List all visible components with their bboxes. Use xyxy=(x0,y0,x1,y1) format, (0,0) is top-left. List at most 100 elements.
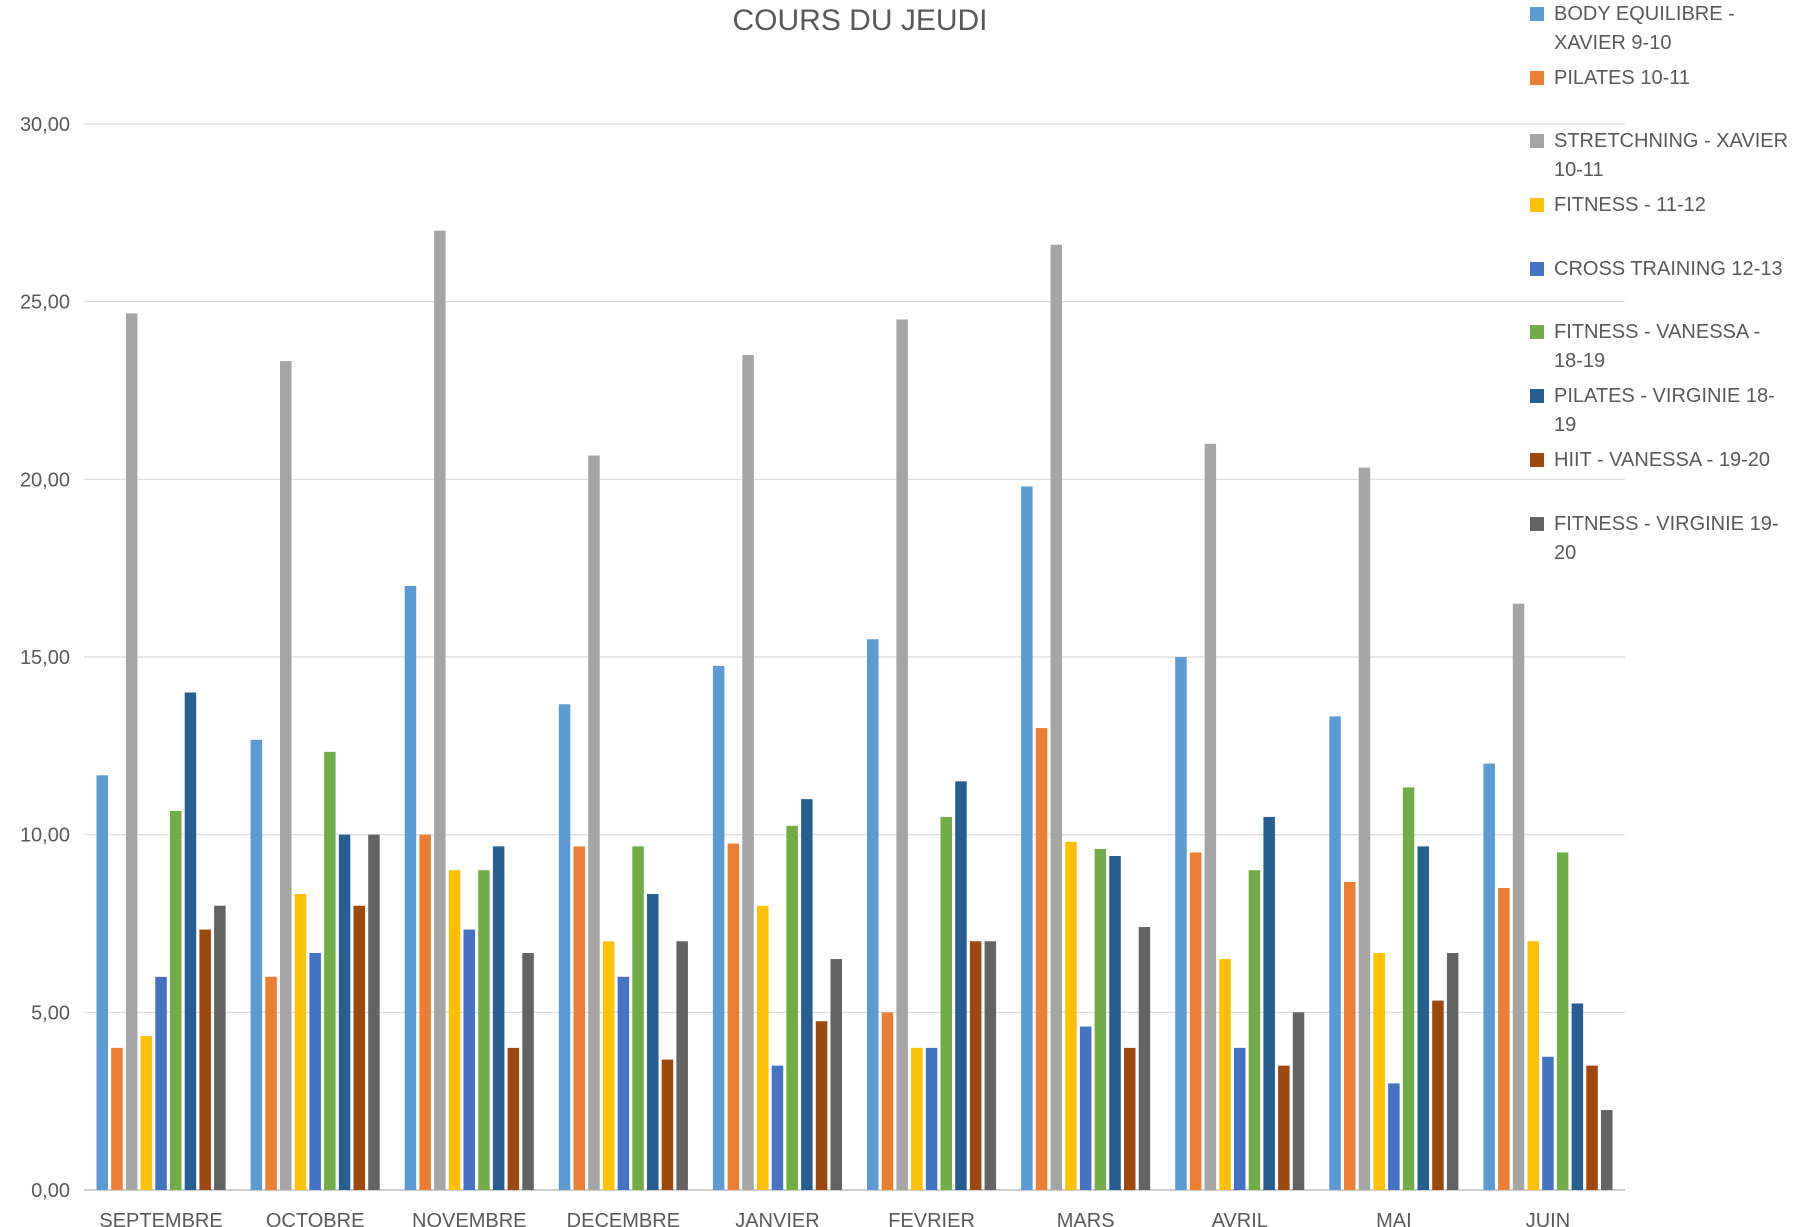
legend-item: FITNESS - VIRGINIE 19-20 xyxy=(1530,510,1794,568)
legend-item: HIIT - VANESSA - 19-20 xyxy=(1530,446,1794,475)
bar xyxy=(815,1021,828,1190)
x-tick-label: FEVRIER xyxy=(888,1210,975,1227)
bar xyxy=(602,941,615,1190)
bar xyxy=(911,1047,923,1190)
bar xyxy=(1234,1047,1246,1190)
bar xyxy=(434,230,446,1191)
bar xyxy=(925,1047,938,1190)
bar xyxy=(1138,927,1151,1190)
legend-label: FITNESS - VANESSA - 18-19 xyxy=(1554,321,1761,372)
bar xyxy=(419,834,431,1190)
bar xyxy=(478,870,490,1190)
legend-label: BODY EQUILIBRE - XAVIER 9-10 xyxy=(1554,3,1735,54)
bar xyxy=(1556,852,1569,1190)
legend-swatch xyxy=(1530,198,1544,212)
bar xyxy=(250,739,263,1190)
bar xyxy=(1263,816,1275,1190)
bar xyxy=(1601,1110,1613,1190)
x-tick-label: NOVEMBRE xyxy=(412,1210,526,1227)
bar xyxy=(140,1036,153,1190)
legend-label: PILATES - VIRGINIE 18-19 xyxy=(1554,385,1775,436)
bar xyxy=(661,1059,674,1190)
bar xyxy=(111,1047,123,1190)
legend-item: CROSS TRAINING 12-13 xyxy=(1530,255,1794,284)
bar xyxy=(265,976,277,1190)
bar xyxy=(324,751,336,1190)
bar xyxy=(448,870,461,1190)
bar xyxy=(1050,244,1062,1190)
y-tick-label: 10,00 xyxy=(20,825,70,847)
bar xyxy=(1402,787,1415,1190)
bar xyxy=(338,834,351,1190)
x-tick-label: OCTOBRE xyxy=(266,1210,365,1227)
bar xyxy=(771,1065,784,1190)
bar xyxy=(558,704,571,1190)
bar xyxy=(867,639,879,1190)
bar xyxy=(712,665,725,1190)
legend-swatch xyxy=(1530,389,1544,403)
bar xyxy=(199,929,211,1190)
bar xyxy=(1094,848,1107,1190)
legend-swatch xyxy=(1530,7,1544,21)
bar xyxy=(353,905,365,1190)
bar xyxy=(1417,846,1429,1190)
bar xyxy=(757,905,769,1190)
legend-label: FITNESS - 11-12 xyxy=(1554,194,1706,216)
y-tick-label: 30,00 xyxy=(20,114,70,136)
x-tick-label: JUIN xyxy=(1526,1210,1570,1227)
legend-item: FITNESS - VANESSA - 18-19 xyxy=(1530,318,1794,376)
bar xyxy=(1542,1056,1554,1190)
x-tick-label: AVRIL xyxy=(1212,1210,1268,1227)
bar xyxy=(1065,841,1077,1190)
bar xyxy=(404,585,417,1190)
bar xyxy=(727,843,740,1190)
chart-title: COURS DU JEUDI xyxy=(732,4,988,37)
bar xyxy=(280,361,292,1190)
bar xyxy=(1278,1065,1290,1190)
bar xyxy=(969,941,982,1190)
legend-label: PILATES 10-11 xyxy=(1554,67,1690,89)
bar xyxy=(309,952,321,1190)
bar xyxy=(588,455,600,1190)
bar xyxy=(170,810,182,1190)
legend-item: STRETCHNING - XAVIER 10-11 xyxy=(1530,127,1794,185)
legend-swatch xyxy=(1530,453,1544,467)
bar xyxy=(647,894,659,1190)
legend-label: FITNESS - VIRGINIE 19-20 xyxy=(1554,513,1779,564)
bar xyxy=(632,846,644,1190)
bar xyxy=(96,775,108,1190)
bar xyxy=(1021,486,1033,1190)
legend-swatch xyxy=(1530,71,1544,85)
legend-label: HIIT - VANESSA - 19-20 xyxy=(1554,449,1771,471)
bar xyxy=(1292,1012,1305,1190)
bar xyxy=(742,354,754,1190)
bar xyxy=(1586,1065,1598,1190)
bar xyxy=(617,976,630,1190)
bar xyxy=(830,959,842,1190)
bar xyxy=(801,799,813,1190)
bar xyxy=(1432,1000,1444,1190)
bar xyxy=(1358,467,1371,1191)
bar xyxy=(1483,763,1495,1190)
bar xyxy=(896,319,908,1190)
bar xyxy=(786,825,798,1190)
bar xyxy=(881,1012,894,1190)
bar xyxy=(1248,870,1261,1190)
bar xyxy=(1512,603,1525,1190)
bar xyxy=(1373,952,1385,1190)
bar xyxy=(125,313,138,1190)
bar xyxy=(1329,716,1341,1190)
bar xyxy=(940,816,952,1190)
bar xyxy=(1571,1003,1584,1190)
bar xyxy=(1527,941,1539,1190)
bar xyxy=(1124,1047,1136,1190)
x-tick-label: MARS xyxy=(1057,1210,1115,1227)
bar xyxy=(573,846,585,1190)
bar xyxy=(1388,1083,1400,1190)
bar xyxy=(1219,959,1231,1190)
bar xyxy=(463,929,475,1190)
bar xyxy=(1344,881,1356,1190)
legend-item: BODY EQUILIBRE - XAVIER 9-10 xyxy=(1530,0,1794,58)
legend-item: PILATES - VIRGINIE 18-19 xyxy=(1530,382,1794,440)
